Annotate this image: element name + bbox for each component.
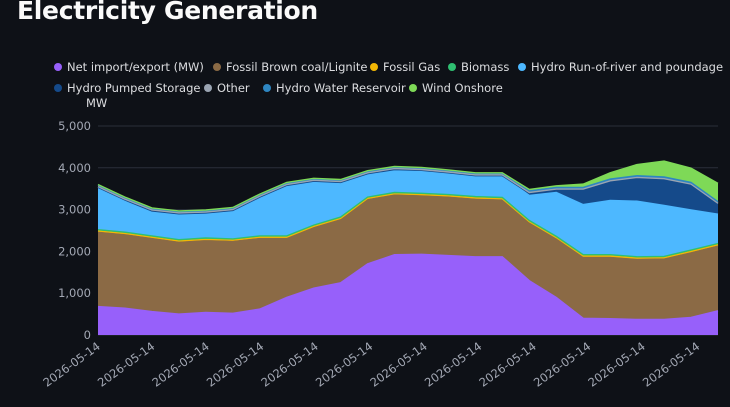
x-tick-label: 2026-05-14 [531, 339, 593, 390]
y-tick-label: 5,000 [58, 119, 91, 133]
y-tick-label: 4,000 [58, 161, 91, 175]
legend-marker-1 [213, 63, 221, 71]
legend-label-0[interactable]: Net import/export (MW) [67, 60, 204, 74]
line-5 [97, 168, 719, 215]
area-1[interactable] [98, 195, 718, 320]
x-tick-label: 2026-05-14 [640, 339, 702, 390]
area-5[interactable] [98, 169, 718, 215]
line-1 [97, 194, 719, 261]
x-tick-label: 2026-05-14 [367, 339, 429, 390]
series-lines [97, 160, 719, 321]
y-tick-label: 0 [84, 328, 91, 342]
area-series [98, 161, 718, 335]
area-4[interactable] [98, 169, 718, 257]
x-tick-label: 2026-05-14 [95, 339, 157, 390]
chart-legend: Net import/export (MW) Fossil Brown coal/… [54, 60, 723, 95]
legend-label-7[interactable]: Hydro Water Reservoir [276, 81, 406, 95]
x-tick-label: 2026-05-14 [149, 339, 211, 390]
x-tick-label: 2026-05-14 [313, 339, 375, 390]
x-axis-ticks: 2026-05-142026-05-142026-05-142026-05-14… [40, 339, 702, 390]
line-2 [97, 192, 719, 259]
legend-marker-8 [409, 84, 417, 92]
x-tick-label: 2026-05-14 [204, 339, 266, 390]
legend-label-3[interactable]: Biomass [461, 60, 509, 74]
legend-marker-6 [204, 84, 212, 92]
x-tick-label: 2026-05-14 [476, 339, 538, 390]
legend-label-4[interactable]: Hydro Run-of-river and poundage [531, 60, 723, 74]
area-0[interactable] [98, 254, 718, 335]
y-tick-label: 3,000 [58, 203, 91, 217]
legend-label-2[interactable]: Fossil Gas [383, 60, 440, 74]
page-title: Electricity Generation [17, 0, 318, 25]
x-tick-label: 2026-05-14 [40, 339, 102, 390]
area-8[interactable] [98, 161, 718, 212]
legend-label-1[interactable]: Fossil Brown coal/Lignite [226, 60, 367, 74]
legend-label-5[interactable]: Hydro Pumped Storage [67, 81, 200, 95]
legend-marker-0 [54, 63, 62, 71]
y-tick-label: 1,000 [58, 286, 91, 300]
y-tick-label: 2,000 [58, 244, 91, 258]
legend-marker-7 [263, 84, 271, 92]
legend-label-8[interactable]: Wind Onshore [422, 81, 503, 95]
legend-marker-4 [518, 63, 526, 71]
line-8 [97, 160, 719, 212]
line-6 [97, 167, 719, 214]
x-tick-label: 2026-05-14 [258, 339, 320, 390]
legend-marker-5 [54, 84, 62, 92]
legend-marker-3 [448, 63, 456, 71]
line-0 [97, 253, 719, 321]
x-tick-label: 2026-05-14 [585, 339, 647, 390]
legend-label-6[interactable]: Other [217, 81, 250, 95]
x-tick-label: 2026-05-14 [422, 339, 484, 390]
y-axis-unit-label: MW [86, 96, 107, 110]
line-3 [97, 191, 719, 258]
y-axis-ticks: 0 1,000 2,000 3,000 4,000 5,000 [58, 119, 91, 342]
legend-marker-2 [370, 63, 378, 71]
